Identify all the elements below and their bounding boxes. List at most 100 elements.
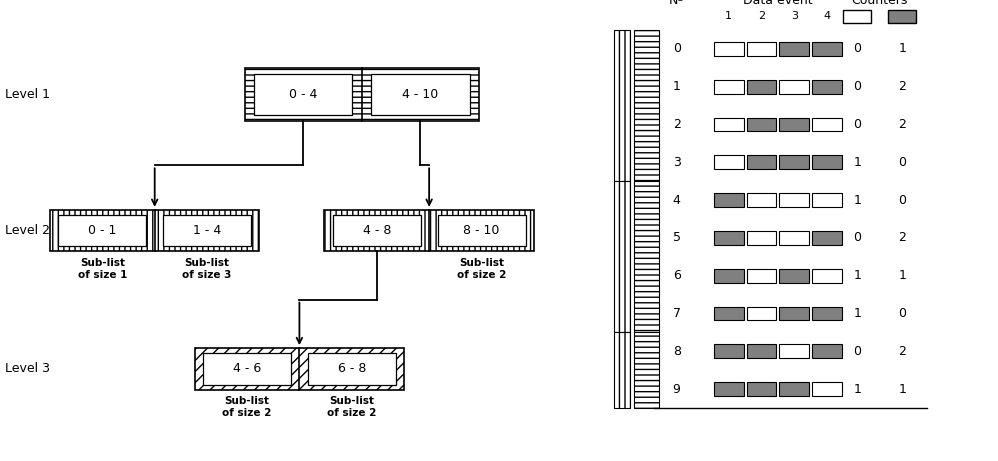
Bar — [747, 231, 776, 245]
Text: 9: 9 — [673, 383, 681, 396]
Text: 1: 1 — [853, 269, 861, 282]
Bar — [634, 30, 659, 181]
Text: Sub-list
of size 2: Sub-list of size 2 — [223, 396, 271, 418]
Bar — [843, 10, 871, 23]
Bar — [779, 307, 809, 320]
Text: 3: 3 — [790, 11, 798, 21]
Text: 4: 4 — [673, 194, 681, 207]
Text: 0: 0 — [853, 42, 861, 55]
Bar — [747, 80, 776, 94]
Text: Data event: Data event — [744, 0, 812, 7]
Text: 5: 5 — [673, 231, 681, 244]
Bar — [714, 155, 744, 169]
Bar — [747, 42, 776, 56]
Text: 2: 2 — [898, 118, 906, 131]
Bar — [812, 269, 842, 283]
Bar — [812, 344, 842, 358]
Bar — [614, 332, 630, 408]
Text: 6 - 8: 6 - 8 — [337, 362, 366, 375]
Bar — [812, 118, 842, 131]
Text: 4 - 10: 4 - 10 — [402, 88, 438, 101]
Text: 1: 1 — [853, 156, 861, 169]
Bar — [203, 353, 291, 384]
Bar — [195, 348, 404, 390]
Bar — [812, 42, 842, 56]
Bar — [714, 118, 744, 131]
Bar — [888, 10, 916, 23]
Bar — [812, 382, 842, 396]
Bar — [812, 155, 842, 169]
Text: 0 - 1: 0 - 1 — [88, 224, 117, 237]
Text: 6: 6 — [673, 269, 681, 282]
Text: 3: 3 — [673, 156, 681, 169]
Text: 1: 1 — [898, 383, 906, 396]
Text: 2: 2 — [898, 231, 906, 244]
Text: 0: 0 — [853, 80, 861, 93]
Text: Level 2: Level 2 — [5, 224, 50, 237]
Text: 8: 8 — [673, 345, 681, 358]
Text: 4 - 8: 4 - 8 — [362, 224, 391, 237]
Bar — [812, 193, 842, 207]
Bar — [779, 231, 809, 245]
Text: 2: 2 — [898, 80, 906, 93]
Text: 1: 1 — [898, 269, 906, 282]
Bar — [614, 181, 630, 332]
Text: Counters: Counters — [851, 0, 908, 7]
Bar — [779, 193, 809, 207]
Text: Sub-list
of size 1: Sub-list of size 1 — [78, 258, 127, 280]
Text: 2: 2 — [757, 11, 765, 21]
Text: Level 3: Level 3 — [5, 362, 50, 375]
Text: 1: 1 — [673, 80, 681, 93]
Text: 1: 1 — [853, 194, 861, 207]
Bar — [747, 307, 776, 320]
Text: 0: 0 — [853, 345, 861, 358]
Bar — [714, 269, 744, 283]
Text: 1: 1 — [853, 383, 861, 396]
Bar — [779, 80, 809, 94]
Text: 0: 0 — [853, 118, 861, 131]
Text: 8 - 10: 8 - 10 — [463, 224, 500, 237]
Bar — [245, 68, 479, 121]
Bar — [163, 215, 251, 246]
Bar — [634, 332, 659, 408]
Bar — [58, 215, 147, 246]
Bar — [779, 344, 809, 358]
Bar — [714, 344, 744, 358]
Bar — [714, 42, 744, 56]
Bar — [50, 210, 259, 251]
Text: Level 1: Level 1 — [5, 88, 50, 101]
Text: 1: 1 — [853, 307, 861, 320]
Text: Nº: Nº — [669, 0, 685, 7]
Bar — [812, 80, 842, 94]
Text: 1: 1 — [898, 42, 906, 55]
Bar — [714, 231, 744, 245]
Text: 7: 7 — [673, 307, 681, 320]
Bar — [324, 210, 534, 251]
Text: 0: 0 — [898, 307, 906, 320]
Bar — [371, 74, 470, 115]
Bar — [714, 382, 744, 396]
Bar — [714, 307, 744, 320]
Bar — [747, 155, 776, 169]
Text: 2: 2 — [898, 345, 906, 358]
Text: 0: 0 — [898, 194, 906, 207]
Bar — [614, 30, 630, 181]
Bar — [634, 181, 659, 332]
Bar — [437, 215, 526, 246]
Text: 0: 0 — [853, 231, 861, 244]
Bar — [747, 344, 776, 358]
Bar — [253, 74, 352, 115]
Bar — [747, 193, 776, 207]
Bar — [779, 269, 809, 283]
Bar — [747, 269, 776, 283]
Bar — [779, 42, 809, 56]
Bar — [779, 155, 809, 169]
Text: 0: 0 — [673, 42, 681, 55]
Bar — [779, 382, 809, 396]
Text: 1: 1 — [725, 11, 733, 21]
Bar — [307, 353, 396, 384]
Bar — [812, 231, 842, 245]
Text: 2: 2 — [673, 118, 681, 131]
Text: Sub-list
of size 2: Sub-list of size 2 — [457, 258, 506, 280]
Bar — [747, 382, 776, 396]
